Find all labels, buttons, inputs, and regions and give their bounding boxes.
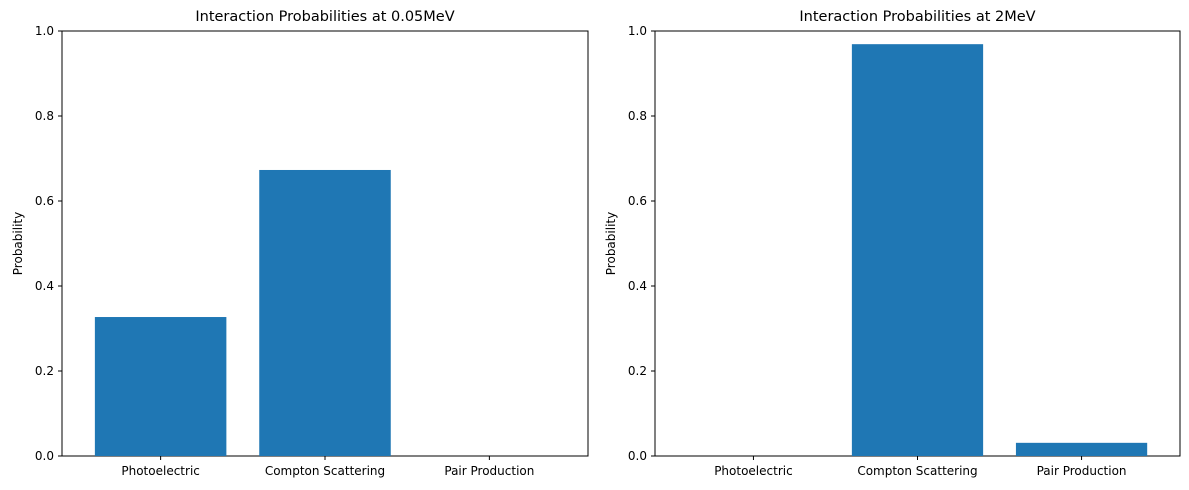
- y-tick-label: 1.0: [35, 24, 54, 38]
- y-tick-label: 0.2: [35, 364, 54, 378]
- x-tick-label: Photoelectric: [121, 464, 200, 478]
- y-tick-label: 0.2: [628, 364, 647, 378]
- chart-left: Interaction Probabilities at 0.05MeV Pro…: [11, 9, 589, 478]
- bar-group: [851, 44, 1148, 457]
- y-tick-label: 0.4: [35, 279, 54, 293]
- chart-title: Interaction Probabilities at 0.05MeV: [195, 9, 454, 25]
- y-tick-label: 1.0: [628, 24, 647, 38]
- chart-right: Interaction Probabilities at 2MeV Probab…: [604, 9, 1181, 478]
- x-tick-label: Pair Production: [444, 464, 534, 478]
- y-tick-label: 0.8: [628, 109, 647, 123]
- bar-group: [94, 169, 391, 456]
- y-axis-label: Probability: [604, 212, 618, 275]
- y-tick-label: 0.8: [35, 109, 54, 123]
- x-tick-label: Photoelectric: [714, 464, 793, 478]
- y-tick-label: 0.6: [35, 194, 54, 208]
- y-tick-label: 0.4: [628, 279, 647, 293]
- y-axis: 0.0 0.2 0.4 0.6 0.8 1.0: [628, 24, 655, 463]
- x-tick-label: Compton Scattering: [265, 464, 385, 478]
- bar-pair-production: [1015, 442, 1148, 456]
- x-axis: Photoelectric Compton Scattering Pair Prod…: [121, 456, 534, 478]
- y-tick-label: 0.6: [628, 194, 647, 208]
- x-tick-label: Pair Production: [1037, 464, 1127, 478]
- chart-title: Interaction Probabilities at 2MeV: [799, 9, 1035, 25]
- x-axis: Photoelectric Compton Scattering Pair Prod…: [714, 456, 1127, 478]
- y-axis: 0.0 0.2 0.4 0.6 0.8 1.0: [35, 24, 62, 463]
- y-tick-label: 0.0: [35, 449, 54, 463]
- bar-compton-scattering: [851, 44, 984, 457]
- bar-photoelectric: [94, 317, 227, 456]
- bar-compton-scattering: [259, 169, 391, 456]
- y-tick-label: 0.0: [628, 449, 647, 463]
- x-tick-label: Compton Scattering: [857, 464, 977, 478]
- y-axis-label: Probability: [11, 212, 25, 275]
